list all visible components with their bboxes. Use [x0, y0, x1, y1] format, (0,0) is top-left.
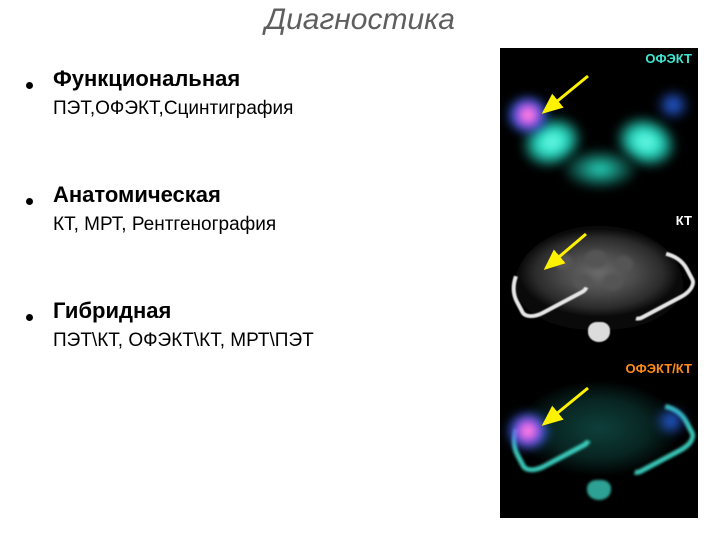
bullet-row: Анатомическая — [20, 182, 480, 208]
section-subtext: КТ, МРТ, Рентгенография — [53, 214, 480, 236]
section-functional: Функциональная ПЭТ,ОФЭКТ,Сцинтиграфия — [20, 66, 480, 120]
panel-label-spect-ct: ОФЭКТ/КТ — [626, 361, 692, 376]
content-column: Функциональная ПЭТ,ОФЭКТ,Сцинтиграфия Ан… — [20, 66, 480, 352]
bullet-icon — [26, 82, 33, 89]
bullet-row: Функциональная — [20, 66, 480, 92]
section-heading: Гибридная — [53, 298, 171, 324]
slide: Диагностика Функциональная ПЭТ,ОФЭКТ,Сци… — [0, 0, 720, 540]
bullet-row: Гибридная — [20, 298, 480, 324]
section-hybrid: Гибридная ПЭТ\КТ, ОФЭКТ\КТ, МРТ\ПЭТ — [20, 298, 480, 352]
section-anatomical: Анатомическая КТ, МРТ, Рентгенография — [20, 182, 480, 236]
fusion-spine — [587, 480, 611, 500]
section-heading: Функциональная — [53, 66, 240, 92]
bullet-icon — [26, 314, 33, 321]
image-column: ОФЭКТ КТ — [500, 48, 698, 518]
arrow-icon — [534, 68, 604, 138]
panel-spect: ОФЭКТ — [500, 48, 698, 210]
bullet-icon — [26, 198, 33, 205]
hotspot-right — [656, 408, 686, 434]
panel-spect-ct: ОФЭКТ/КТ — [500, 358, 698, 518]
panel-label-ct: КТ — [676, 213, 692, 228]
arrow-icon — [534, 380, 604, 450]
slide-title: Диагностика — [0, 3, 720, 37]
hotspot-right — [658, 92, 688, 118]
panel-ct: КТ — [500, 210, 698, 358]
ct-spine — [588, 322, 610, 342]
panel-label-spect: ОФЭКТ — [645, 51, 692, 66]
section-heading: Анатомическая — [53, 182, 221, 208]
uptake-center — [564, 150, 636, 188]
section-subtext: ПЭТ\КТ, ОФЭКТ\КТ, МРТ\ПЭТ — [53, 330, 480, 352]
arrow-icon — [536, 226, 606, 296]
section-subtext: ПЭТ,ОФЭКТ,Сцинтиграфия — [53, 98, 480, 120]
